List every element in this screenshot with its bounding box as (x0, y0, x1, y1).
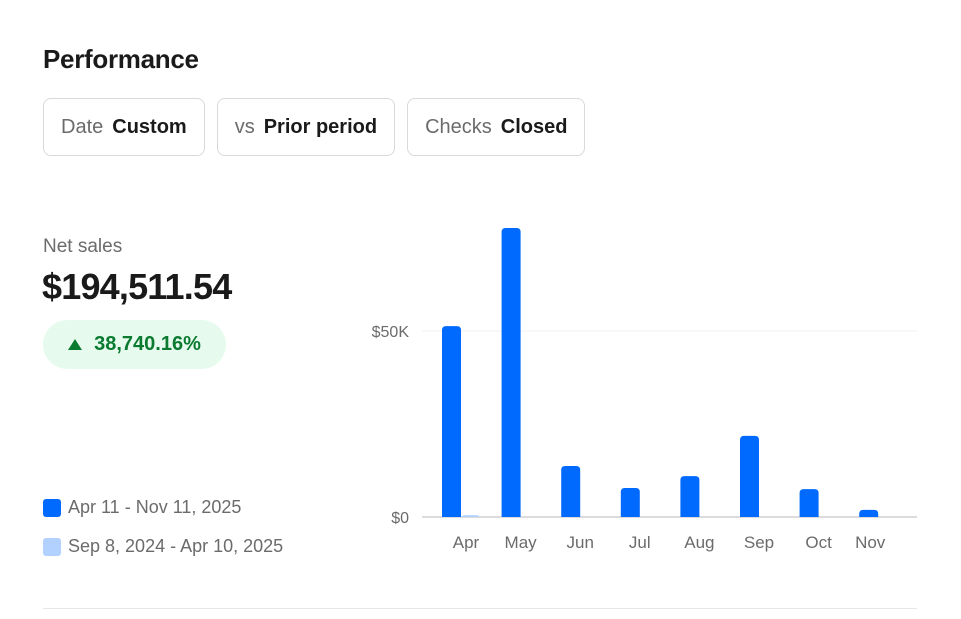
metric-value: $194,511.54 (42, 266, 232, 307)
change-value: 38,740.16% (94, 333, 201, 355)
x-tick-label: Nov (855, 533, 886, 552)
y-tick-label: $0 (391, 510, 409, 527)
x-tick-label: Apr (453, 533, 480, 552)
bar-current-jun (561, 466, 581, 517)
filter-value: Prior period (263, 115, 378, 138)
filter-key: Date (61, 115, 104, 138)
x-tick-label: Aug (684, 533, 714, 552)
filter-value: Custom (112, 115, 187, 138)
divider (43, 608, 917, 609)
legend-item-prior: Sep 8, 2024 - Apr 10, 2025 (43, 536, 283, 557)
metric-label: Net sales (43, 236, 123, 257)
legend-label: Apr 11 - Nov 11, 2025 (68, 497, 242, 517)
x-tick-label: Oct (805, 533, 832, 552)
bar-current-may (501, 227, 521, 517)
bar-current-jul (620, 487, 640, 517)
bar-current-apr (442, 326, 461, 517)
legend-label: Sep 8, 2024 - Apr 10, 2025 (68, 536, 284, 556)
bar-current-sep (740, 435, 759, 517)
checks-filter-button[interactable]: Checks Closed (407, 98, 586, 156)
y-tick-label: $50K (372, 324, 410, 341)
x-tick-label: Sep (744, 533, 774, 552)
x-tick-label: Jun (566, 533, 593, 552)
page-title: Performance (43, 44, 199, 74)
triangle-up-icon (68, 339, 83, 350)
x-tick-label: May (505, 533, 538, 552)
filter-key: Checks (425, 115, 492, 138)
date-filter-button[interactable]: Date Custom (43, 98, 205, 156)
change-badge: 38,740.16% (43, 320, 226, 369)
comparison-filter-button[interactable]: vs Prior period (216, 98, 396, 156)
bar-current-oct (799, 489, 819, 517)
x-tick-label: Jul (629, 533, 651, 552)
filter-key: vs (234, 115, 255, 138)
filter-value: Closed (500, 115, 568, 138)
bar-prior-apr (461, 515, 480, 520)
legend-item-current: Apr 11 - Nov 11, 2025 (43, 497, 241, 518)
bar-current-nov (859, 509, 879, 517)
legend-swatch (43, 537, 61, 556)
legend-swatch (43, 498, 61, 517)
filter-bar: Date Custom vs Prior period Checks Closed (43, 98, 586, 156)
bar-current-aug (680, 476, 700, 517)
